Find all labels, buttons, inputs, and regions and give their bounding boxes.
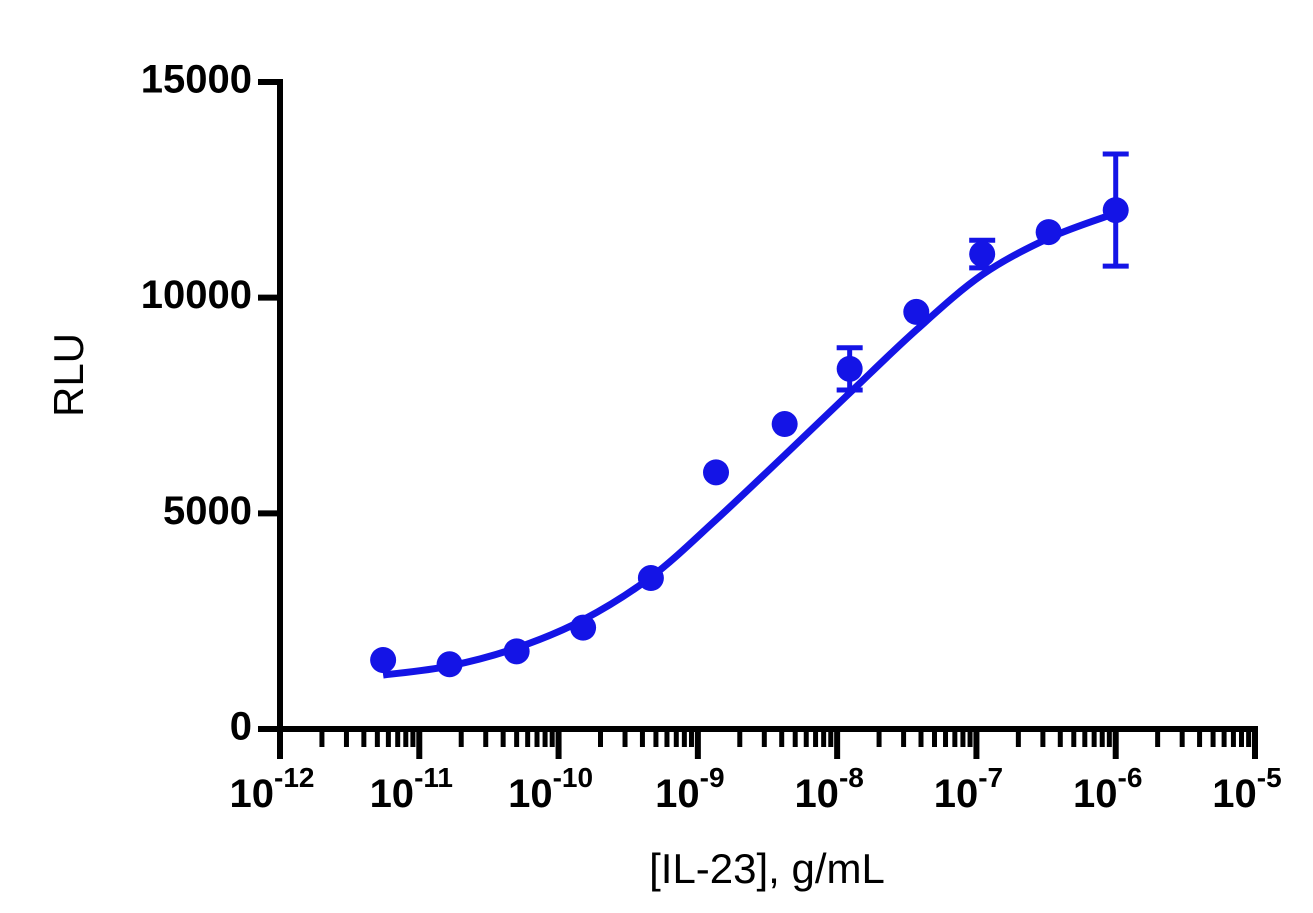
x-tick-exponent: -10 <box>553 762 593 793</box>
data-point <box>836 355 863 382</box>
x-tick-label: 10-8 <box>794 762 863 816</box>
x-tick-base: 10 <box>794 772 839 816</box>
x-tick-base: 10 <box>1073 772 1118 816</box>
x-tick-label: 10-9 <box>655 762 724 816</box>
x-tick-label: 10-7 <box>934 762 1003 816</box>
data-point <box>436 651 463 678</box>
x-tick-base: 10 <box>655 772 700 816</box>
x-tick-exponent: -9 <box>700 762 725 793</box>
data-point <box>503 638 530 665</box>
x-tick-exponent: -5 <box>1257 762 1282 793</box>
x-tick-exponent: -11 <box>414 762 453 793</box>
x-axis-title: [IL-23], g/mL <box>649 845 885 892</box>
y-tick-label: 0 <box>230 705 252 749</box>
x-tick-exponent: -7 <box>978 762 1003 793</box>
x-tick-exponent: -8 <box>839 762 864 793</box>
data-point <box>1035 219 1062 246</box>
data-point <box>570 614 597 641</box>
y-tick-label: 10000 <box>141 273 252 317</box>
x-tick-base: 10 <box>934 772 979 816</box>
x-tick-base: 10 <box>508 772 553 816</box>
y-tick-label: 15000 <box>141 58 252 102</box>
x-tick-label: 10-6 <box>1073 762 1142 816</box>
data-point <box>637 565 664 592</box>
data-point <box>1102 197 1129 224</box>
y-axis-title: RLU <box>45 333 92 417</box>
fit-curve <box>382 209 1117 679</box>
data-point <box>703 459 730 486</box>
x-tick-label: 10-11 <box>370 762 453 816</box>
x-tick-base: 10 <box>370 772 415 816</box>
y-tick-label: 5000 <box>163 489 252 533</box>
x-tick-exponent: -6 <box>1118 762 1143 793</box>
data-point <box>771 411 798 438</box>
x-tick-label: 10-10 <box>508 762 593 816</box>
data-point <box>370 646 397 673</box>
data-point <box>903 298 930 325</box>
x-tick-base: 10 <box>230 772 275 816</box>
data-point <box>969 241 996 268</box>
x-tick-base: 10 <box>1212 772 1257 816</box>
x-tick-exponent: -12 <box>274 762 314 793</box>
x-tick-label: 10-12 <box>230 762 315 816</box>
x-tick-label: 10-5 <box>1212 762 1281 816</box>
